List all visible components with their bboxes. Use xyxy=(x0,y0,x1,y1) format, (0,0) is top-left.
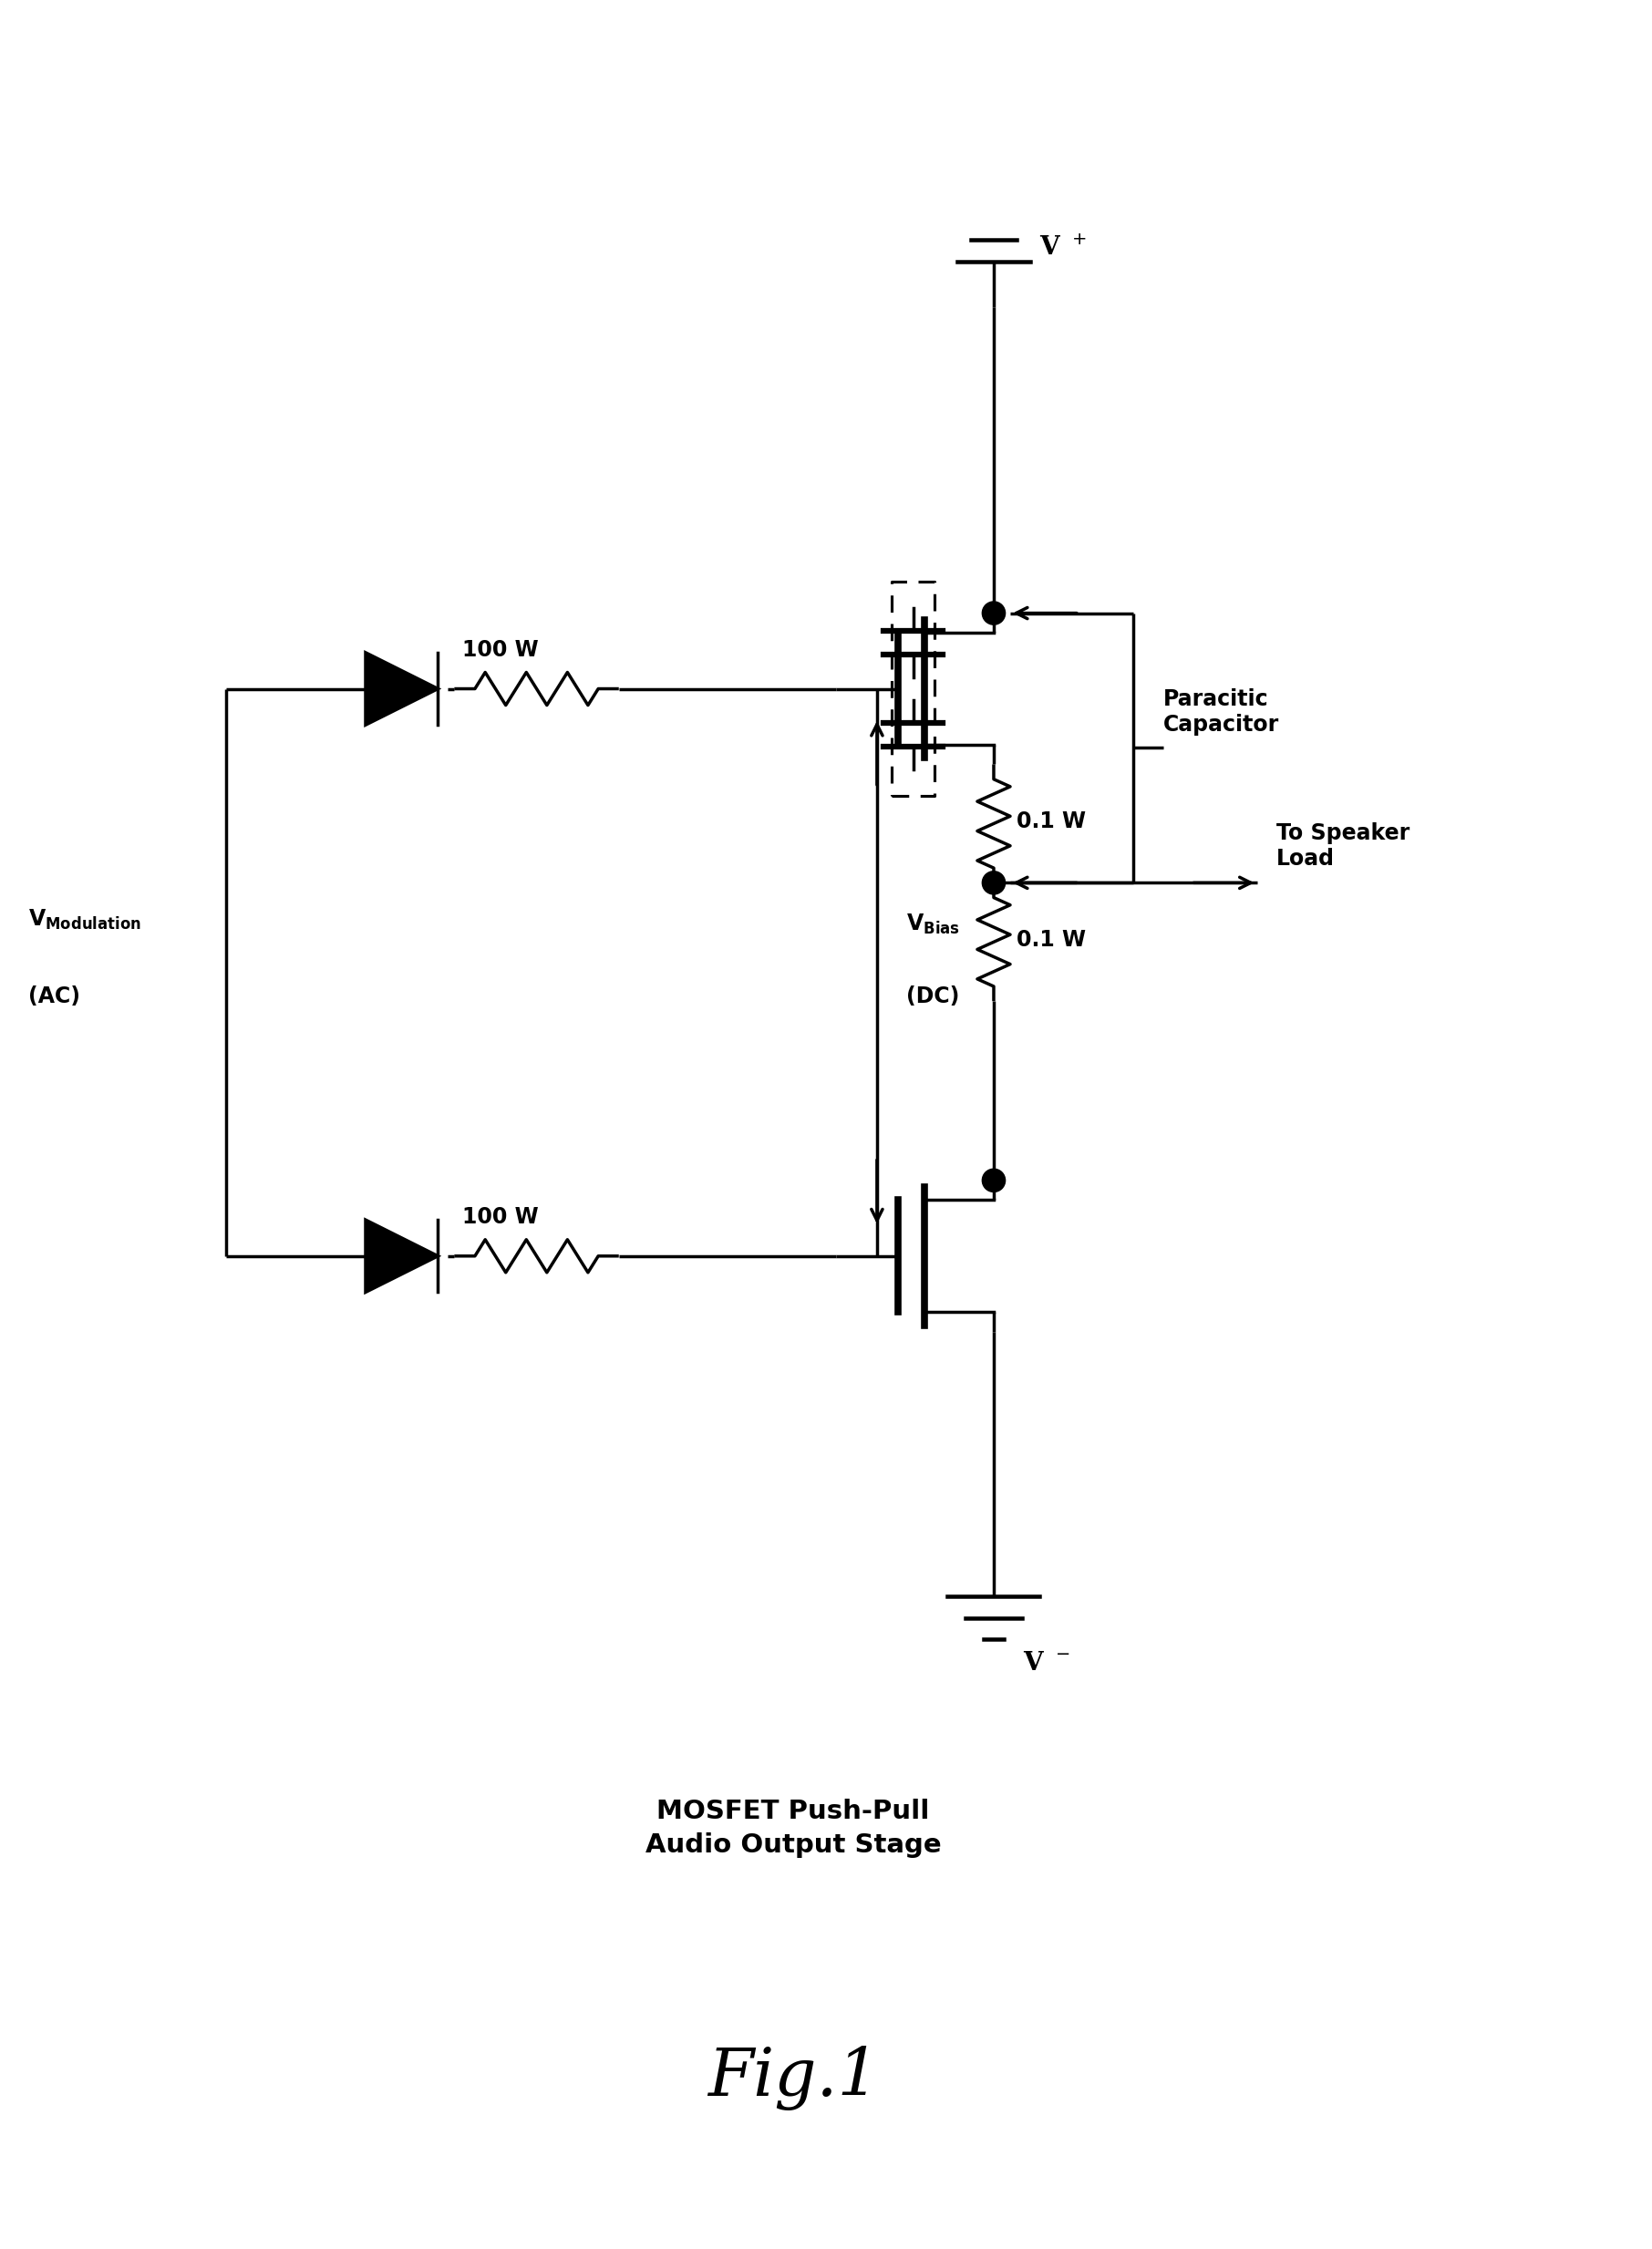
Text: 100 W: 100 W xyxy=(463,639,539,661)
Circle shape xyxy=(983,603,1004,625)
Text: MOSFET Push-Pull
Audio Output Stage: MOSFET Push-Pull Audio Output Stage xyxy=(646,1799,942,1858)
Text: (AC): (AC) xyxy=(28,985,81,1008)
Text: (DC): (DC) xyxy=(907,985,960,1008)
Text: To Speaker
Load: To Speaker Load xyxy=(1277,823,1409,870)
Text: 100 W: 100 W xyxy=(463,1205,539,1228)
Circle shape xyxy=(983,1169,1004,1192)
Text: V$_{\mathregular{Modulation}}$: V$_{\mathregular{Modulation}}$ xyxy=(28,906,142,931)
Text: 0.1 W: 0.1 W xyxy=(1016,929,1085,951)
Text: V$_{\mathregular{Bias}}$: V$_{\mathregular{Bias}}$ xyxy=(907,913,960,936)
Polygon shape xyxy=(365,652,438,724)
Text: Paracitic
Capacitor: Paracitic Capacitor xyxy=(1163,688,1279,735)
Text: 0.1 W: 0.1 W xyxy=(1016,810,1085,832)
Text: Fig.1: Fig.1 xyxy=(707,2047,879,2110)
Text: V $^+$: V $^+$ xyxy=(1039,236,1087,261)
Text: V $^-$: V $^-$ xyxy=(1023,1651,1070,1676)
Polygon shape xyxy=(365,1219,438,1293)
Circle shape xyxy=(983,870,1004,895)
